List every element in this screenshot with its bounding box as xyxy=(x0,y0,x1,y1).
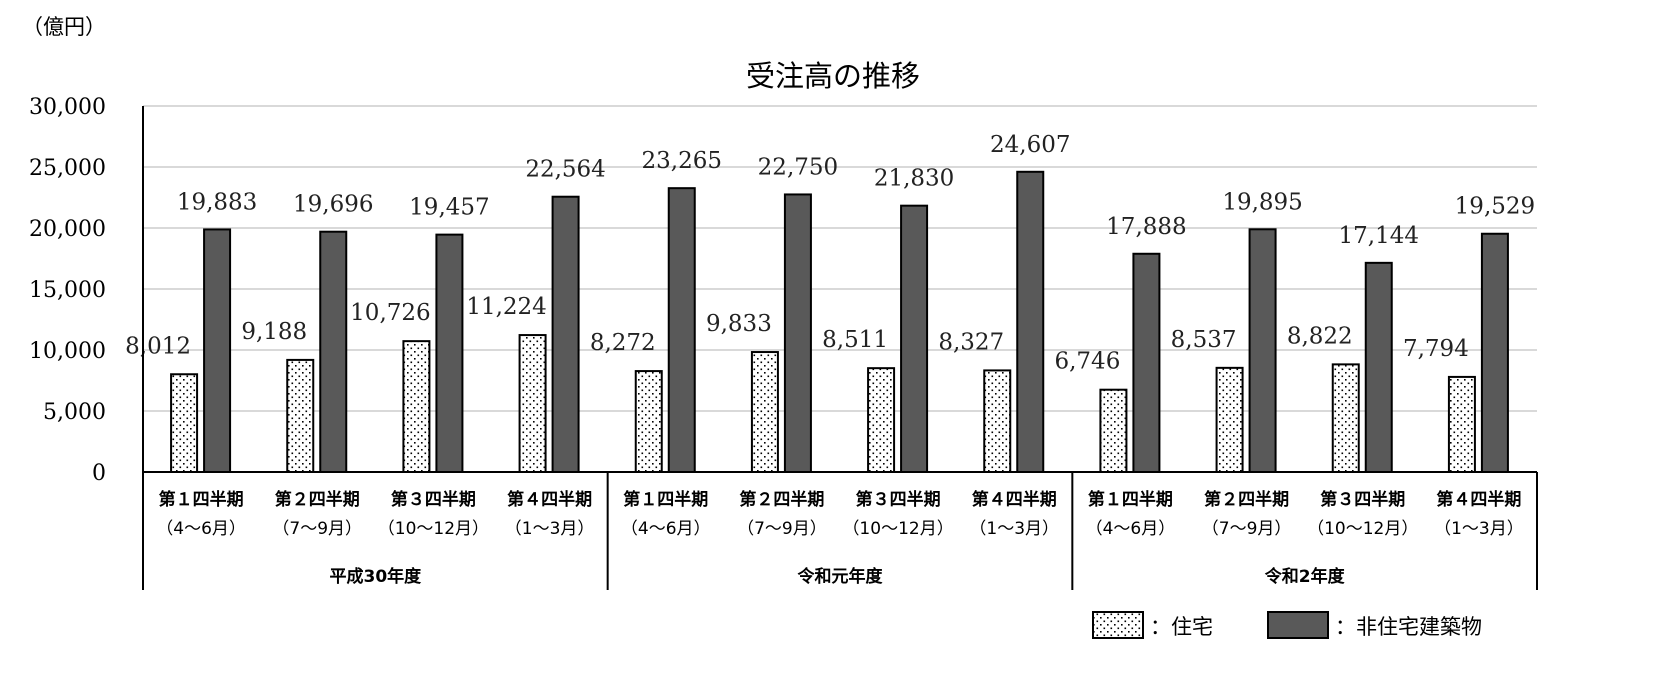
x-tick-months: （10〜12月） xyxy=(378,519,489,539)
y-tick-label: 25,000 xyxy=(29,156,106,181)
data-label-housing: 7,794 xyxy=(1403,336,1469,362)
data-label-nonresidential: 23,265 xyxy=(642,148,722,174)
y-tick-label: 15,000 xyxy=(29,278,106,303)
bar-nonresidential xyxy=(435,233,464,473)
bar-housing xyxy=(1215,366,1244,473)
x-tick-quarter: 第２四半期 xyxy=(739,489,824,510)
bar-nonresidential xyxy=(1016,170,1045,474)
data-label-nonresidential: 19,529 xyxy=(1455,194,1535,220)
y-tick-label: 30,000 xyxy=(29,95,106,120)
bar-nonresidential xyxy=(551,195,580,473)
x-tick-months: （4〜6月） xyxy=(1086,519,1176,539)
data-label-housing: 9,188 xyxy=(241,319,307,345)
data-label-nonresidential: 19,895 xyxy=(1222,189,1302,215)
legend-label-nonresidential: ：非住宅建築物 xyxy=(1335,615,1482,639)
data-label-housing: 9,833 xyxy=(706,311,772,337)
data-label-housing: 8,012 xyxy=(125,333,191,359)
data-label-housing: 6,746 xyxy=(1054,349,1120,375)
data-label-nonresidential: 22,564 xyxy=(525,157,605,183)
bar-nonresidential xyxy=(1480,232,1509,473)
y-tick-label: 5,000 xyxy=(43,400,106,425)
data-label-housing: 11,224 xyxy=(466,294,546,320)
bar-nonresidential xyxy=(1248,228,1277,473)
y-tick-label: 0 xyxy=(92,461,106,486)
bar-housing xyxy=(983,369,1012,474)
x-tick-quarter: 第２四半期 xyxy=(1204,489,1289,510)
x-tick-months: （10〜12月） xyxy=(1307,519,1418,539)
data-label-housing: 8,327 xyxy=(938,329,1004,355)
x-tick-quarter: 第４四半期 xyxy=(972,489,1057,510)
bar-housing xyxy=(1099,388,1128,473)
bar-nonresidential xyxy=(667,187,696,474)
x-tick-months: （1〜3月） xyxy=(969,519,1059,539)
x-tick-quarter: 第３四半期 xyxy=(391,489,476,510)
fiscal-year-label: 令和2年度 xyxy=(1265,566,1346,587)
x-tick-months: （10〜12月） xyxy=(842,519,953,539)
data-label-nonresidential: 17,888 xyxy=(1106,214,1186,240)
x-tick-quarter: 第３四半期 xyxy=(1320,489,1405,510)
x-tick-months: （7〜9月） xyxy=(272,519,362,539)
data-label-nonresidential: 24,607 xyxy=(990,132,1070,158)
legend-swatch-housing xyxy=(1092,611,1144,639)
bar-housing xyxy=(634,370,663,474)
data-label-nonresidential: 22,750 xyxy=(758,154,838,180)
bar-housing xyxy=(867,367,896,473)
x-tick-quarter: 第１四半期 xyxy=(1088,489,1173,510)
legend: ：住宅 ：非住宅建築物 xyxy=(1092,611,1482,639)
y-tick-label: 20,000 xyxy=(29,217,106,242)
x-tick-quarter: 第４四半期 xyxy=(507,489,592,510)
data-label-nonresidential: 19,457 xyxy=(409,195,489,221)
x-tick-quarter: 第１四半期 xyxy=(623,489,708,510)
bar-nonresidential xyxy=(900,204,929,473)
data-label-nonresidential: 19,696 xyxy=(293,192,373,218)
bar-housing xyxy=(1447,375,1476,474)
chart-title: 受注高の推移 xyxy=(746,59,920,93)
x-tick-quarter: 第１四半期 xyxy=(159,489,244,510)
bar-housing xyxy=(518,334,547,473)
data-label-housing: 8,511 xyxy=(822,327,888,353)
fiscal-year-label: 令和元年度 xyxy=(798,566,884,587)
bar-housing xyxy=(402,340,431,473)
bar-nonresidential xyxy=(783,193,812,473)
x-tick-quarter: 第４四半期 xyxy=(1436,489,1521,510)
data-label-housing: 8,537 xyxy=(1171,327,1237,353)
x-tick-quarter: 第２四半期 xyxy=(275,489,360,510)
bar-nonresidential xyxy=(203,228,232,473)
x-tick-months: （1〜3月） xyxy=(505,519,595,539)
unit-label: （億円） xyxy=(22,15,106,39)
x-tick-months: （7〜9月） xyxy=(737,519,827,539)
bar-housing xyxy=(750,351,779,474)
x-tick-quarter: 第３四半期 xyxy=(856,489,941,510)
bar-nonresidential xyxy=(319,230,348,473)
x-tick-months: （7〜9月） xyxy=(1202,519,1292,539)
data-label-housing: 8,272 xyxy=(590,330,656,356)
legend-swatch-nonresidential xyxy=(1267,611,1329,639)
fiscal-year-label: 平成30年度 xyxy=(329,566,422,587)
bar-nonresidential xyxy=(1364,261,1393,473)
data-label-housing: 8,822 xyxy=(1287,323,1353,349)
bar-housing xyxy=(286,358,315,473)
bar-housing xyxy=(170,373,199,473)
legend-label-housing: ：住宅 xyxy=(1150,615,1213,639)
data-label-nonresidential: 21,830 xyxy=(874,166,954,192)
x-tick-months: （4〜6月） xyxy=(621,519,711,539)
data-label-nonresidential: 17,144 xyxy=(1339,223,1419,249)
data-label-housing: 10,726 xyxy=(350,300,430,326)
bar-nonresidential xyxy=(1132,252,1161,473)
y-tick-label: 10,000 xyxy=(29,339,106,364)
bar-housing xyxy=(1331,363,1360,474)
data-label-nonresidential: 19,883 xyxy=(177,189,257,215)
x-tick-months: （4〜6月） xyxy=(156,519,246,539)
x-tick-months: （1〜3月） xyxy=(1434,519,1524,539)
